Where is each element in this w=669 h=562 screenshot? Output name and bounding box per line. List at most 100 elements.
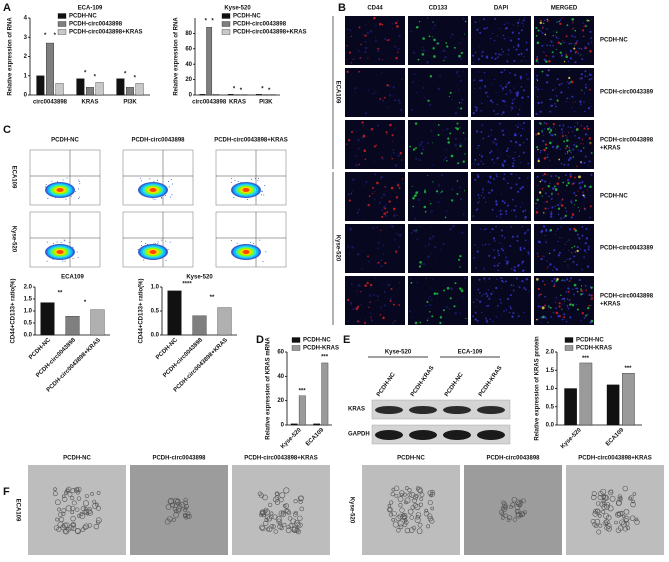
- event: [165, 259, 167, 261]
- cell-signal: [483, 293, 485, 295]
- legend-label: PCDH-circ0043898: [233, 22, 287, 28]
- x-tick-label: circ0043898: [192, 100, 227, 106]
- legend-swatch: [221, 21, 231, 27]
- event: [231, 177, 233, 179]
- cell-signal: [501, 234, 504, 237]
- cell-signal: [537, 29, 540, 32]
- cell-signal: [561, 279, 563, 282]
- cell-signal: [524, 209, 527, 212]
- cell-signal: [385, 203, 387, 206]
- sphere-cell: [403, 519, 409, 525]
- event: [76, 251, 78, 253]
- cell-signal: [552, 89, 554, 92]
- sphere-cell: [94, 502, 99, 507]
- micrograph: [471, 172, 531, 221]
- cell-signal: [453, 46, 456, 49]
- cell-signal: [567, 158, 571, 162]
- cell-signal: [513, 87, 515, 89]
- cell-signal: [376, 49, 380, 53]
- sphere-cell: [603, 519, 610, 525]
- cell-signal: [419, 202, 421, 204]
- sphere-cell: [523, 510, 527, 515]
- cell-signal: [391, 157, 394, 160]
- cell-signal: [396, 214, 398, 216]
- y-axis-label: Relative expression of KRAS protein: [535, 336, 541, 441]
- cell-signal: [489, 318, 491, 320]
- cell-signal: [519, 75, 523, 79]
- cell-signal: [397, 47, 400, 51]
- sphere-cell: [62, 494, 66, 499]
- y-tick-label: 0: [281, 423, 285, 429]
- micrograph: [534, 224, 594, 273]
- sphere-cell: [609, 495, 616, 502]
- cell-signal: [580, 124, 582, 126]
- cell-signal: [512, 198, 514, 201]
- cell-signal: [499, 216, 502, 218]
- cell-signal: [426, 319, 429, 322]
- cell-signal: [587, 19, 590, 22]
- cell-signal: [543, 122, 546, 124]
- cell-signal: [497, 112, 499, 115]
- cell-signal: [367, 89, 370, 91]
- cell-signal: [499, 85, 502, 87]
- cell-signal: [398, 245, 401, 248]
- cell-signal: [527, 78, 529, 80]
- sphere-cell: [628, 496, 633, 501]
- cell-signal: [359, 303, 362, 306]
- cell-signal: [542, 280, 544, 282]
- cell-signal: [492, 320, 494, 322]
- cell-signal: [487, 289, 489, 291]
- cell-signal: [542, 316, 545, 319]
- sphere-cell: [262, 494, 268, 501]
- cell-signal: [508, 36, 510, 38]
- cell-signal: [413, 51, 416, 54]
- sphere-cell: [184, 503, 189, 509]
- group-label: Kyse-520: [334, 235, 340, 262]
- cell-signal: [587, 42, 590, 45]
- cell-signal: [576, 40, 579, 43]
- sphere-cell: [597, 513, 602, 518]
- cell-signal: [388, 200, 391, 203]
- cell-signal: [540, 179, 544, 182]
- cell-signal: [458, 143, 461, 146]
- legend-swatch: [57, 13, 67, 19]
- significance: *: [134, 75, 137, 81]
- cell-signal: [355, 91, 357, 94]
- event: [75, 190, 77, 192]
- cell-signal: [569, 175, 572, 178]
- cell-signal: [429, 310, 431, 313]
- cell-signal: [448, 307, 451, 310]
- cell-signal: [537, 185, 539, 187]
- cell-signal: [569, 316, 572, 319]
- significance: *: [124, 71, 127, 77]
- cell-signal: [492, 237, 496, 240]
- panel-letter: E: [343, 334, 350, 346]
- cell-signal: [505, 262, 509, 265]
- cell-signal: [515, 48, 518, 51]
- cell-signal: [544, 295, 547, 298]
- cell-signal: [578, 136, 581, 140]
- sphere-cell: [96, 505, 101, 511]
- cell-signal: [479, 87, 481, 89]
- cell-signal: [515, 124, 517, 126]
- event: [66, 177, 68, 179]
- cell-signal: [414, 122, 418, 125]
- cell-signal: [354, 155, 357, 158]
- sphere-cell: [519, 499, 523, 504]
- cell-signal: [501, 99, 505, 102]
- cell-signal: [431, 238, 433, 240]
- cell-signal: [540, 257, 543, 261]
- cell-signal: [348, 199, 352, 202]
- sphere-cell: [273, 496, 279, 503]
- cell-signal: [428, 304, 430, 306]
- sphere-cell: [407, 492, 413, 498]
- cell-signal: [458, 42, 461, 44]
- cell-signal: [557, 213, 560, 216]
- cell-signal: [515, 92, 518, 94]
- event: [62, 179, 64, 181]
- x-tick-label: ECA109: [305, 427, 326, 448]
- cell-signal: [449, 36, 452, 38]
- sphere-image: [362, 465, 460, 555]
- event: [53, 242, 55, 244]
- sphere-cell: [399, 490, 405, 496]
